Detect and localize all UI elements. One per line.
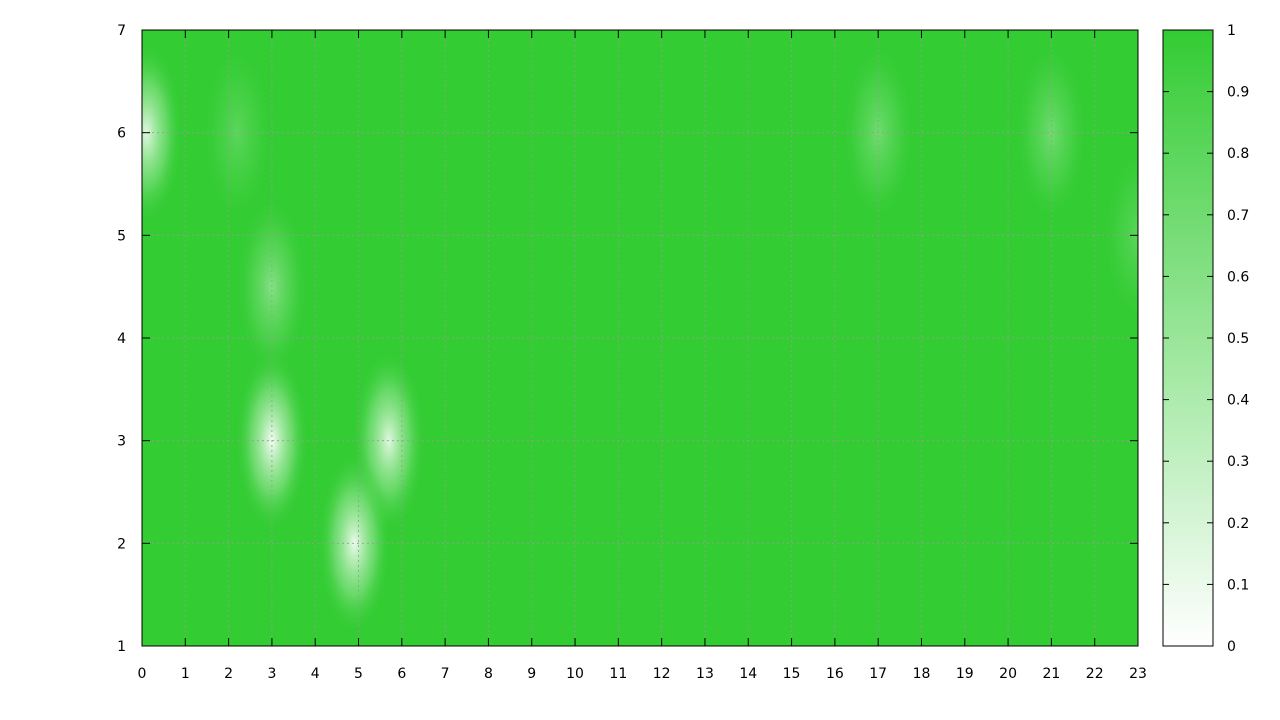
colorbar-tick-label: 0.1	[1227, 577, 1249, 593]
y-tick-label: 7	[117, 23, 126, 39]
x-tick-label: 1	[181, 666, 190, 682]
y-tick-label: 2	[117, 536, 126, 552]
x-tick-label: 18	[913, 666, 931, 682]
y-axis: 1 2 3 4 5 6 7	[117, 23, 1138, 655]
x-tick-label: 2	[224, 666, 233, 682]
colorbar-tick-label: 0.5	[1227, 331, 1249, 347]
x-tick-label: 7	[441, 666, 450, 682]
x-tick-label: 11	[609, 666, 627, 682]
colorbar-tick-label: 0.2	[1227, 516, 1249, 532]
x-tick-label: 14	[739, 666, 757, 682]
y-tick-label: 6	[117, 126, 126, 142]
y-tick-label: 1	[117, 639, 126, 655]
x-tick-label: 3	[267, 666, 276, 682]
colorbar-tick-label: 1	[1227, 23, 1236, 39]
colorbar-tick-label: 0.9	[1227, 85, 1249, 101]
y-tick-label: 4	[117, 331, 126, 347]
colorbar-tick-label: 0.3	[1227, 454, 1249, 470]
x-tick-label: 12	[653, 666, 671, 682]
colorbar-tick-label: 0.4	[1227, 393, 1249, 409]
heat-blob	[1101, 142, 1138, 328]
x-tick-label: 0	[138, 666, 147, 682]
x-tick-label: 5	[354, 666, 363, 682]
y-tick-label: 5	[117, 228, 126, 244]
colorbar-tick-label: 0	[1227, 639, 1236, 655]
colorbar-gradient	[1162, 29, 1214, 647]
x-tick-label: 13	[696, 666, 714, 682]
x-tick-label: 19	[956, 666, 974, 682]
x-tick-label: 22	[1086, 666, 1104, 682]
x-tick-label: 17	[869, 666, 887, 682]
colorbar-tick-label: 0.6	[1227, 269, 1249, 285]
x-tick-label: 8	[484, 666, 493, 682]
colorbar: 0 0.1 0.2 0.3 0.4 0.5 0.6 0.7 0.8 0.9 1	[1162, 23, 1249, 655]
x-tick-label: 23	[1129, 666, 1147, 682]
x-tick-label: 4	[311, 666, 320, 682]
heat-blob	[1014, 40, 1089, 226]
heat-blob	[317, 450, 392, 636]
x-tick-label: 10	[566, 666, 584, 682]
x-tick-label: 20	[999, 666, 1017, 682]
x-tick-label: 16	[826, 666, 844, 682]
y-tick-label: 3	[117, 434, 126, 450]
x-tick-label: 9	[527, 666, 536, 682]
x-tick-label: 15	[783, 666, 801, 682]
x-tick-label: 6	[397, 666, 406, 682]
x-tick-label: 21	[1042, 666, 1060, 682]
colorbar-tick-label: 0.7	[1227, 208, 1249, 224]
colorbar-tick-label: 0.8	[1227, 146, 1249, 162]
x-axis: 0 1 2 3 4 5 6 7 8 9 10 11 12 13 14 15 16 17 18 19 20 21 22 23	[138, 30, 1147, 682]
